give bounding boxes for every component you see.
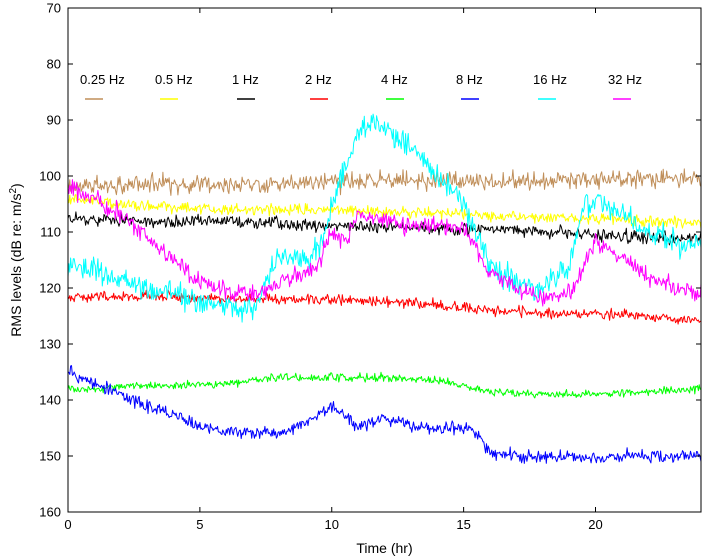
x-tick-label: 5 [196,517,203,532]
series-line-16-hz [67,113,702,323]
y-axis-label-tail: ) [8,183,24,188]
y-tick-label: 130 [39,337,61,352]
y-tick-label: 80 [47,57,61,72]
y-tick-label: 150 [39,449,61,464]
series-layer [67,113,702,464]
legend-label: 0.5 Hz [155,72,193,87]
y-axis-label-superscript: 2 [8,188,19,194]
series-line-0-25-hz [67,168,702,196]
y-axis-label-main: RMS levels (dB re: m/s [8,194,24,337]
legend-label: 0.25 Hz [80,72,125,87]
legend-label: 8 Hz [456,72,483,87]
y-tick-label: 90 [47,113,61,128]
y-tick-label: 160 [39,505,61,520]
x-tick-label: 0 [64,517,71,532]
x-tick-label: 15 [456,517,470,532]
y-axis-label: RMS levels (dB re: m/s2) [8,183,24,336]
series-line-32-hz [67,179,702,307]
y-tick-label: 70 [47,1,61,16]
legend-label: 16 Hz [533,72,567,87]
legend-label: 2 Hz [305,72,332,87]
legend-label: 1 Hz [232,72,259,87]
plot-frame [67,7,702,513]
y-tick-label: 120 [39,281,61,296]
x-tick-label: 20 [588,517,602,532]
y-tick-label: 110 [40,225,61,240]
x-tick-label: 10 [325,517,339,532]
y-tick-label: 100 [39,169,61,184]
legend-label: 4 Hz [381,72,408,87]
legend-label: 32 Hz [608,72,642,87]
legend: 0.25 Hz 0.5 Hz 1 Hz 2 Hz 4 Hz 8 Hz 16 Hz 32 Hz [80,72,642,100]
ticks-layer: 0 5 10 15 20 70 80 90 100 110 120 130 140 150 160 [39,1,701,532]
series-line-8-hz [67,365,702,464]
x-axis-label: Time (hr) [356,540,412,556]
series-line-4-hz [67,371,702,399]
y-tick-label: 140 [39,393,61,408]
series-line-0-5-hz [67,194,702,229]
